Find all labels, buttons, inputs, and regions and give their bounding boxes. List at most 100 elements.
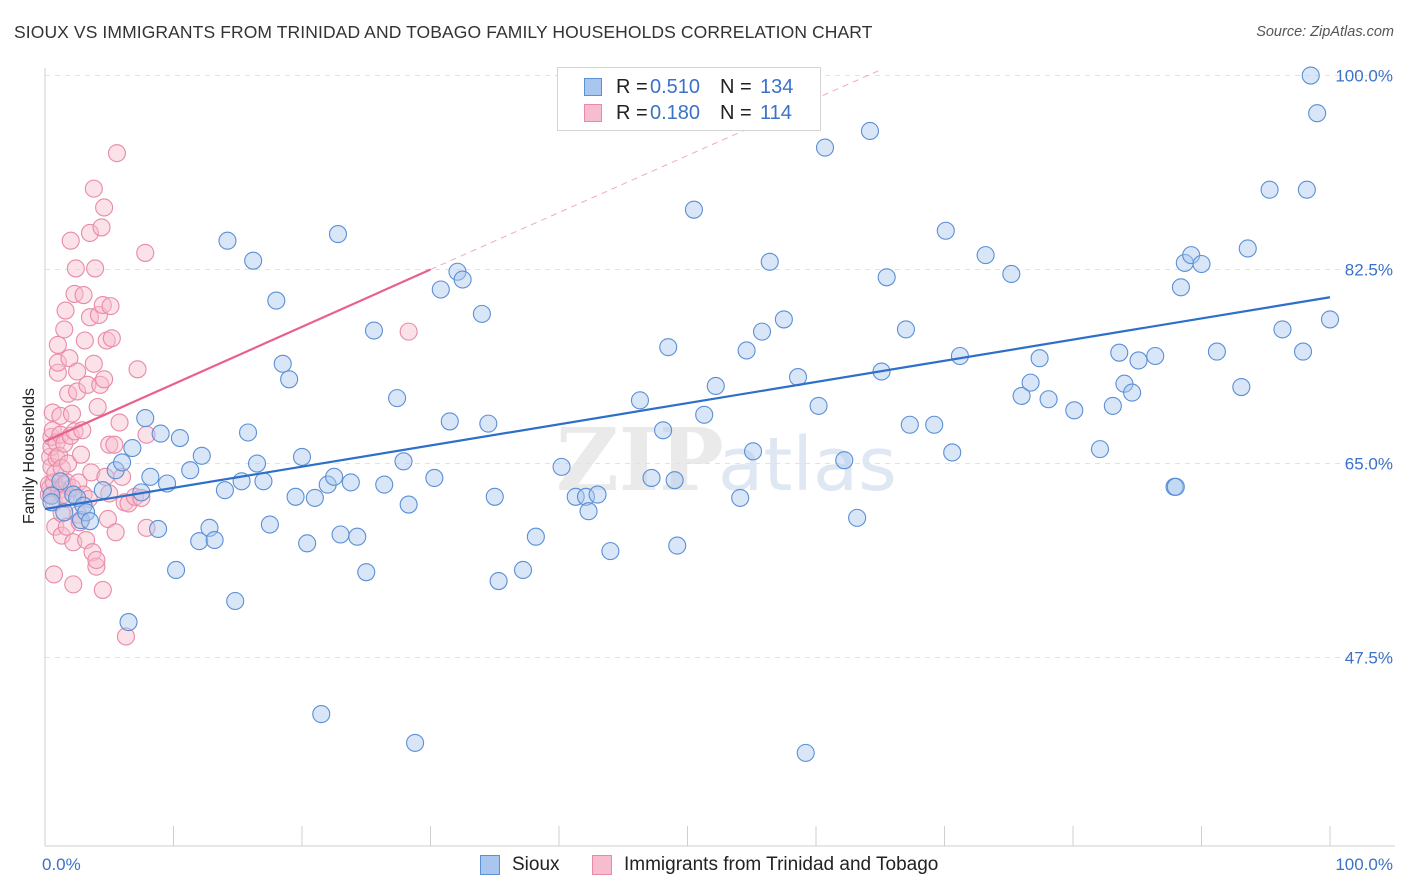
sioux-point	[1146, 346, 1165, 366]
trinidad-tobago-trend-line	[44, 268, 431, 443]
sioux-point	[552, 457, 571, 476]
sioux-point	[292, 447, 312, 466]
legend-n-label: N =	[720, 101, 752, 124]
legend-n-value: 114	[760, 101, 792, 124]
sioux-point	[601, 542, 620, 561]
sioux-point	[654, 421, 673, 440]
legend-swatch-sioux	[480, 855, 500, 875]
sioux-point	[55, 503, 74, 522]
sioux-point	[1301, 66, 1320, 85]
sioux-point	[254, 472, 273, 491]
sioux-point	[151, 424, 170, 443]
sioux-point	[1123, 383, 1142, 402]
legend-r-label: R =	[616, 75, 648, 98]
sioux-point	[341, 473, 360, 492]
trinidad-tobago-point	[48, 353, 67, 372]
sioux-point	[774, 310, 793, 329]
sioux-point	[244, 251, 263, 270]
sioux-point	[431, 280, 450, 299]
trinidad-tobago-point	[84, 179, 103, 198]
trinidad-tobago-point	[68, 362, 87, 381]
series-legend: Sioux Immigrants from Trinidad and Tobag…	[0, 852, 1406, 878]
sioux-point	[364, 321, 384, 340]
sioux-point	[659, 338, 678, 357]
trinidad-tobago-point	[84, 354, 103, 373]
sioux-point	[588, 485, 607, 504]
trinidad-tobago-point	[65, 284, 84, 303]
y-tick-labels: 47.5% 65.0% 82.5% 100.0%	[1335, 67, 1393, 668]
sioux-point	[260, 515, 279, 534]
trinidad-tobago-point	[59, 454, 78, 473]
legend-row-sioux: R = 0.510 N = 134	[584, 74, 793, 100]
sioux-point	[731, 488, 750, 507]
sioux-point	[1110, 343, 1129, 362]
trinidad-tobago-point	[399, 322, 418, 341]
sioux-point	[1260, 180, 1279, 199]
sioux-point	[238, 423, 258, 442]
sioux-point	[1273, 320, 1292, 339]
legend-label-trinidad-tobago: Immigrants from Trinidad and Tobago	[624, 854, 939, 875]
sioux-point	[312, 705, 331, 724]
legend-r-label: R =	[616, 101, 648, 124]
trinidad-tobago-point	[113, 467, 132, 486]
trinidad-tobago-point	[87, 550, 106, 570]
trinidad-tobago-point	[87, 557, 106, 576]
sioux-point	[479, 414, 498, 433]
y-axis-title: Family Households	[21, 388, 38, 524]
sioux-point	[406, 733, 425, 752]
sioux-point	[1171, 278, 1190, 297]
sioux-point	[305, 488, 324, 507]
legend-r-value: 0.510	[650, 75, 701, 98]
source-label: Source: ZipAtlas.com	[1256, 24, 1394, 40]
y-tick-label: 47.5%	[1345, 649, 1393, 668]
trinidad-tobago-point	[60, 349, 79, 368]
sioux-point	[860, 121, 880, 141]
sioux-point	[1308, 104, 1327, 123]
sioux-point	[136, 409, 155, 428]
sioux-point	[1002, 264, 1021, 284]
trinidad-tobago-point	[92, 218, 111, 237]
sioux-point	[440, 412, 459, 431]
sioux-point	[576, 487, 596, 506]
trinidad-tobago-point	[61, 231, 80, 250]
sioux-point	[192, 446, 211, 465]
sioux-point	[796, 743, 815, 762]
sioux-point	[1039, 390, 1058, 409]
sioux-point	[80, 512, 100, 531]
sioux-point	[205, 530, 224, 550]
trinidad-tobago-point	[102, 329, 121, 348]
sioux-point	[877, 268, 896, 287]
sioux-point	[665, 471, 684, 490]
sioux-point	[141, 467, 160, 486]
legend-item-trinidad-tobago: Immigrants from Trinidad and Tobago	[592, 852, 938, 878]
trinidad-tobago-point	[64, 575, 83, 594]
trinidad-tobago-point	[75, 331, 94, 350]
sioux-point	[668, 536, 687, 555]
sioux-point	[485, 487, 504, 506]
trinidad-tobago-point	[110, 413, 129, 432]
sioux-point	[1166, 477, 1185, 496]
sioux-point	[706, 376, 725, 395]
sioux-point	[375, 475, 394, 494]
x-tick-labels: 0.0% 100.0%	[42, 855, 1393, 874]
sioux-point	[1293, 342, 1313, 361]
sioux-point	[331, 525, 350, 544]
sioux-point	[280, 370, 299, 389]
sioux-point	[1192, 254, 1211, 274]
sioux-point	[630, 391, 650, 410]
sioux-point	[743, 442, 763, 461]
trinidad-tobago-point	[128, 360, 147, 379]
sioux-point	[167, 560, 186, 580]
sioux-point	[1129, 351, 1148, 370]
trinidad-tobago-point	[93, 580, 112, 599]
trinidad-tobago-point	[78, 375, 97, 394]
legend-swatch-trinidad-tobago	[592, 855, 612, 875]
sioux-point	[1030, 349, 1049, 368]
sioux-point	[950, 346, 969, 366]
trinidad-tobago-point	[116, 627, 136, 646]
trinidad-tobago-point	[47, 448, 66, 468]
sioux-point	[472, 304, 491, 323]
sioux-point	[388, 389, 407, 408]
sioux-point	[218, 231, 237, 250]
sioux-point	[1207, 342, 1226, 361]
